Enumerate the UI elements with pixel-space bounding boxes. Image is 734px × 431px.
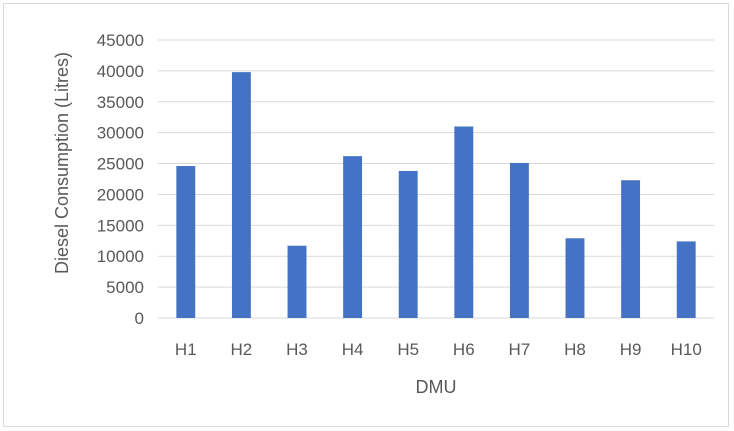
y-tick-label: 0: [135, 309, 144, 328]
x-tick-label: H3: [286, 340, 308, 359]
bar-h10: [676, 241, 696, 318]
chart-frame: [3, 3, 729, 427]
bar-h6: [454, 126, 474, 318]
x-tick-label: H9: [620, 340, 642, 359]
bar-h4: [343, 156, 363, 318]
x-tick-label: H7: [509, 340, 531, 359]
y-tick-label: 30000: [97, 124, 144, 143]
x-tick-labels: H1 H2 H3 H4 H5 H6 H7 H8 H9 H10: [175, 340, 702, 359]
x-tick-label: H10: [671, 340, 702, 359]
x-tick-label: H8: [564, 340, 586, 359]
y-tick-labels: 0 5000 10000 15000 20000 25000 30000 35000 40000…: [97, 31, 144, 328]
x-axis-title: DMU: [416, 377, 457, 397]
bar-h8: [565, 238, 585, 318]
x-tick-label: H6: [453, 340, 475, 359]
y-tick-label: 40000: [97, 62, 144, 81]
x-tick-label: H1: [175, 340, 197, 359]
y-axis-title: Diesel Consumption (Litres): [52, 52, 72, 274]
bar-h7: [509, 162, 529, 318]
y-tick-label: 10000: [97, 247, 144, 266]
bar-h9: [621, 180, 641, 318]
x-tick-label: H5: [397, 340, 419, 359]
y-tick-label: 35000: [97, 93, 144, 112]
bars: [176, 72, 696, 318]
y-tick-label: 25000: [97, 155, 144, 174]
x-tick-label: H2: [231, 340, 253, 359]
y-tick-label: 20000: [97, 185, 144, 204]
bar-h3: [287, 245, 307, 318]
bar-h2: [231, 72, 251, 318]
bar-h5: [398, 170, 418, 318]
y-tick-label: 45000: [97, 31, 144, 50]
y-tick-label: 15000: [97, 216, 144, 235]
bar-h1: [176, 166, 196, 318]
y-tick-label: 5000: [106, 278, 144, 297]
x-tick-label: H4: [342, 340, 364, 359]
